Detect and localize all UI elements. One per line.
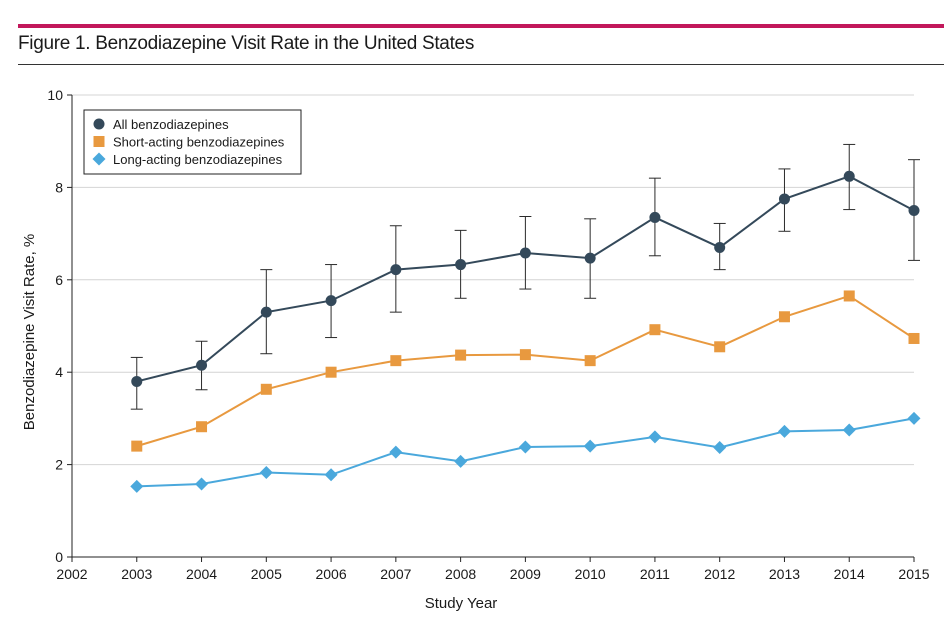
legend-label: Long-acting benzodiazepines [113, 152, 283, 167]
x-tick-label: 2002 [56, 566, 87, 582]
data-point [714, 241, 726, 253]
legend-marker [92, 152, 106, 166]
x-tick-label: 2004 [186, 566, 217, 582]
data-point [519, 349, 531, 361]
data-point [260, 383, 272, 395]
data-point [778, 311, 790, 323]
x-tick-label: 2010 [575, 566, 606, 582]
data-point [908, 205, 920, 216]
data-point [518, 440, 532, 454]
data-point [843, 170, 855, 182]
data-point [390, 355, 402, 367]
figure-title: Figure 1. Benzodiazepine Visit Rate in t… [18, 33, 475, 54]
x-tick-label: 2008 [445, 566, 476, 582]
data-point [649, 324, 661, 336]
y-tick-label: 4 [55, 364, 63, 380]
data-point [390, 264, 402, 276]
data-point [649, 211, 661, 223]
data-point [259, 465, 273, 479]
title-divider [18, 64, 944, 65]
axes: 0 2 4 6 8 10 2002 2003 2004 2005 2006 2007 2008 2009 2… [47, 87, 929, 582]
data-point [584, 355, 596, 367]
plot-area [130, 143, 921, 493]
data-point [130, 479, 144, 493]
title-accent-bar [18, 24, 944, 28]
x-axis-label: Study Year [425, 595, 498, 612]
data-point [325, 295, 337, 307]
y-axis-label: Benzodiazepine Visit Rate, % [21, 234, 38, 431]
data-point [260, 306, 272, 318]
x-tick-label: 2003 [121, 566, 152, 582]
data-point [714, 341, 726, 353]
x-tick-label: 2013 [769, 566, 800, 582]
x-tick-label: 2006 [315, 566, 346, 582]
data-point [907, 411, 921, 425]
x-tick-label: 2015 [898, 566, 929, 582]
data-point [842, 423, 856, 437]
data-point [648, 430, 662, 444]
legend-box [83, 109, 302, 175]
x-tick-label: 2007 [380, 566, 411, 582]
data-point [131, 375, 143, 387]
data-point [713, 441, 727, 455]
legend-label: Short-acting benzodiazepines [113, 135, 285, 150]
y-tick-label: 2 [55, 457, 63, 473]
y-tick-label: 8 [55, 179, 63, 195]
y-tick-label: 6 [55, 272, 63, 288]
legend: All benzodiazepines Short-acting benzodia… [83, 109, 302, 175]
data-point [455, 349, 467, 361]
x-tick-label: 2009 [510, 566, 541, 582]
data-point [455, 259, 467, 271]
data-point [324, 468, 338, 482]
legend-marker [93, 118, 105, 130]
data-point [777, 424, 791, 438]
data-point [196, 421, 208, 433]
data-point [195, 477, 209, 491]
data-point [454, 454, 468, 468]
series-square [131, 290, 920, 452]
data-point [196, 359, 208, 371]
series-circle [130, 143, 920, 410]
data-point [325, 366, 337, 378]
y-tick-label: 0 [55, 549, 63, 565]
x-tick-label: 2005 [251, 566, 282, 582]
data-point [131, 440, 143, 452]
series-line [136, 294, 915, 448]
gridlines [72, 94, 914, 466]
data-point [908, 332, 920, 344]
legend-marker [93, 136, 105, 147]
x-tick-label: 2011 [640, 566, 670, 582]
data-point [584, 252, 596, 264]
data-point [778, 193, 790, 205]
legend-label: All benzodiazepines [113, 117, 229, 132]
x-tick-label: 2012 [704, 566, 735, 582]
y-tick-label: 10 [47, 87, 63, 103]
data-point [519, 247, 531, 259]
data-point [843, 290, 855, 302]
data-point [389, 445, 403, 459]
data-point [583, 439, 597, 453]
series-diamond [130, 411, 921, 493]
x-tick-label: 2014 [834, 566, 865, 582]
